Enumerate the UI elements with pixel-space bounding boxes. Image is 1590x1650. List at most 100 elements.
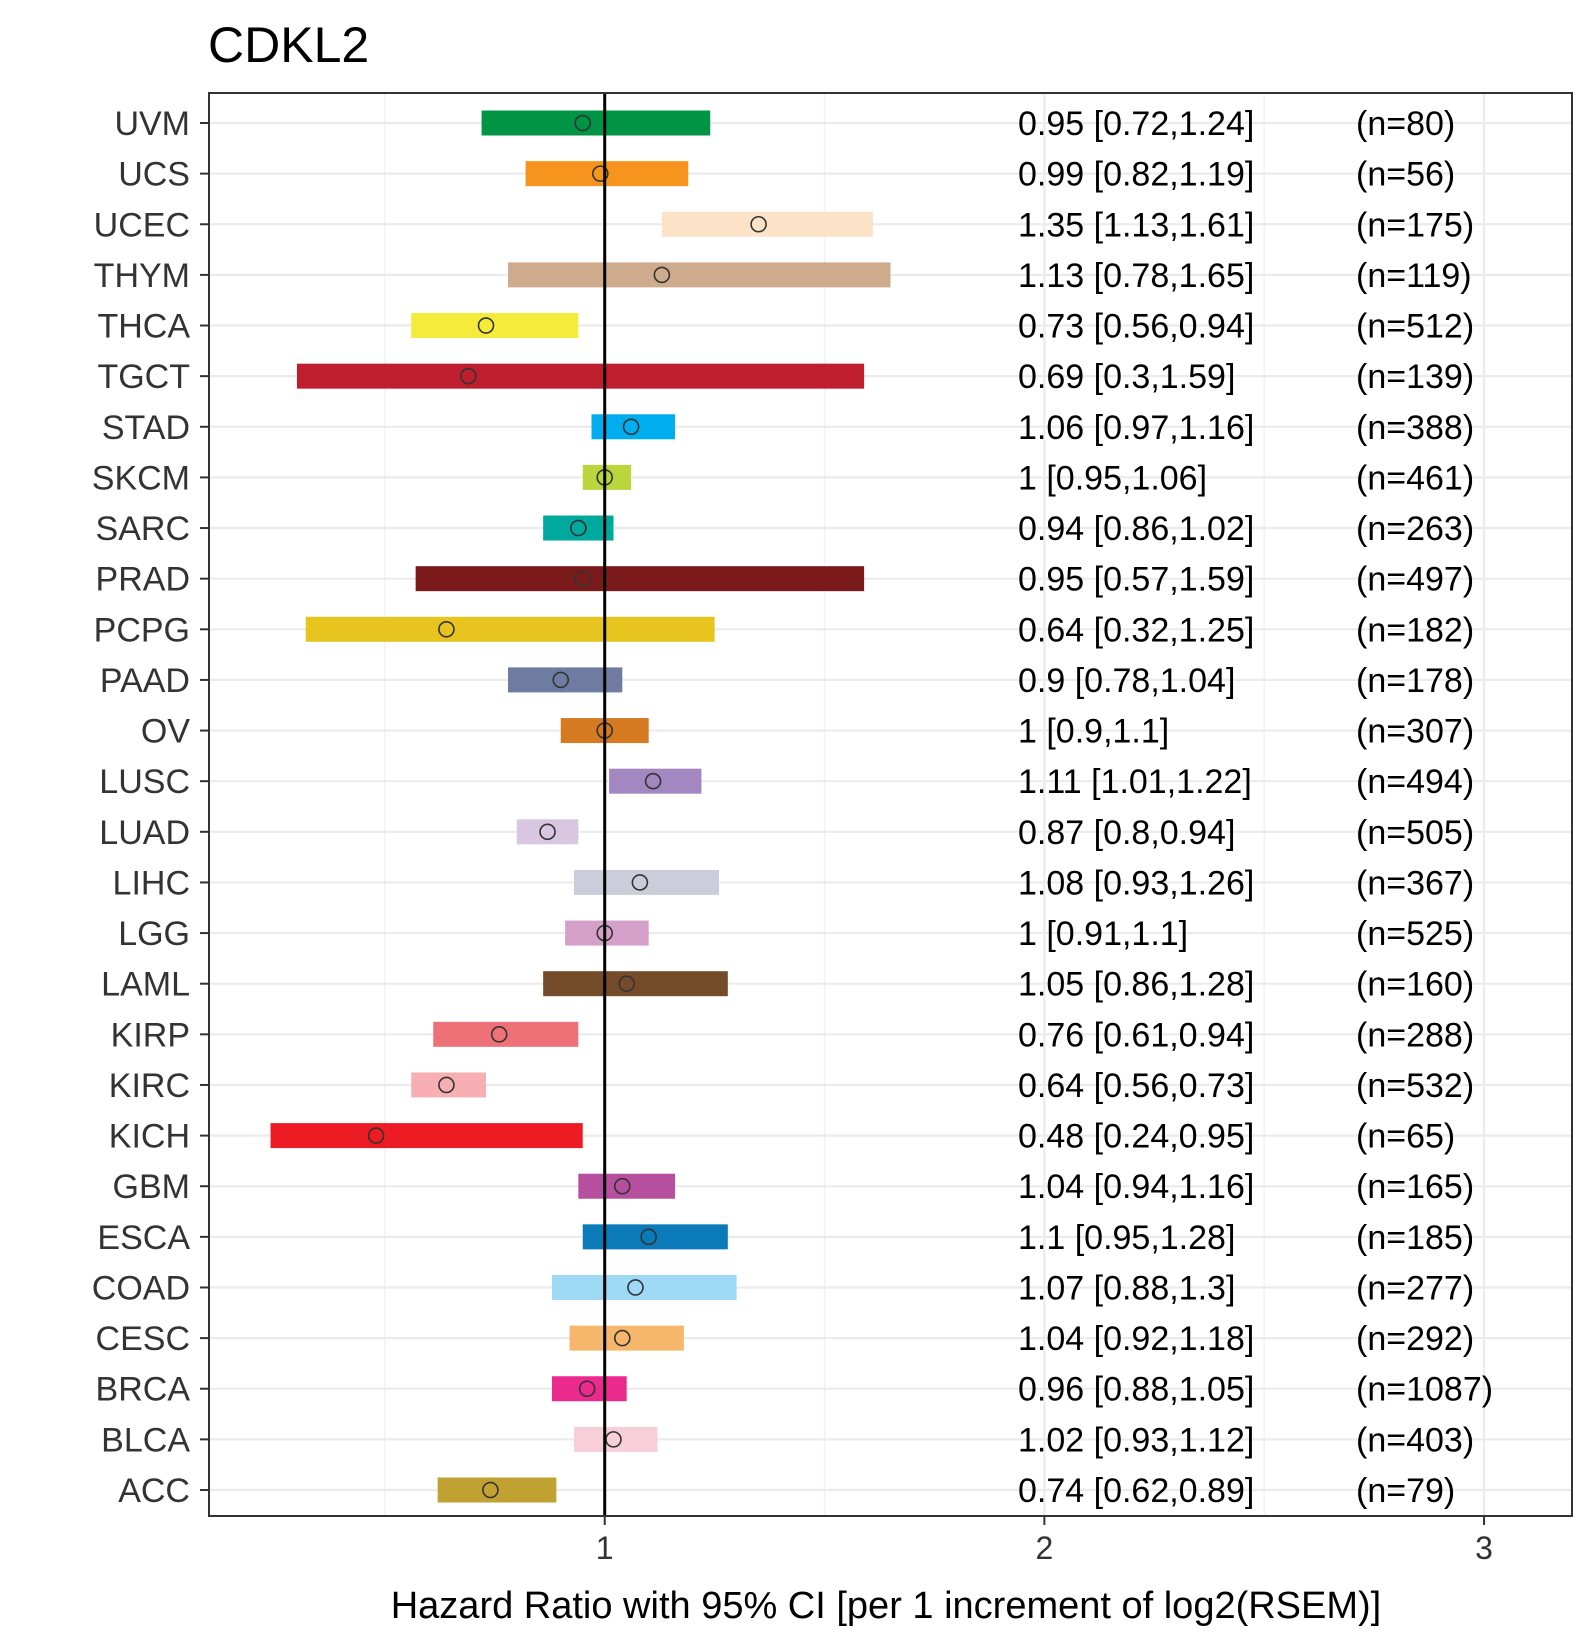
chart-title: CDKL2 xyxy=(208,17,369,73)
hr-point-acc xyxy=(482,1481,499,1499)
ci-bar-coad xyxy=(551,1274,737,1300)
x-tick-label: 3 xyxy=(1475,1530,1493,1566)
sample-size-label: (n=139) xyxy=(1356,358,1474,396)
hr-ci-label: 0.64 [0.32,1.25] xyxy=(1018,611,1254,649)
hr-ci-label: 0.99 [0.82,1.19] xyxy=(1018,156,1254,194)
hr-point-pcpg xyxy=(438,620,455,638)
hr-ci-label: 1.11 [1.01,1.22] xyxy=(1018,763,1252,801)
sample-size-label: (n=497) xyxy=(1356,561,1474,599)
y-tick-label: LUAD xyxy=(99,814,190,852)
bar-layer xyxy=(270,93,891,1516)
hr-ci-label: 0.9 [0.78,1.04] xyxy=(1018,662,1235,700)
y-tick-label: KIRC xyxy=(109,1067,190,1105)
y-tick-label: COAD xyxy=(92,1269,190,1307)
hr-point-laml xyxy=(618,975,635,993)
y-tick-label: ACC xyxy=(118,1472,190,1510)
y-tick-label: BLCA xyxy=(101,1421,190,1459)
hr-point-stad xyxy=(622,418,640,436)
y-tick-label: PCPG xyxy=(94,611,190,649)
hr-point-coad xyxy=(627,1279,644,1296)
y-tick-label: THYM xyxy=(94,257,190,295)
ci-bar-kirp xyxy=(433,1021,579,1047)
ci-bar-blca xyxy=(573,1426,658,1452)
sample-size-label: (n=1087) xyxy=(1356,1371,1493,1409)
hr-point-thca xyxy=(477,317,495,334)
x-tick-label: 2 xyxy=(1035,1530,1053,1566)
sample-size-label: (n=119) xyxy=(1356,257,1472,295)
hr-point-gbm xyxy=(613,1177,631,1195)
ci-bar-esca xyxy=(582,1224,728,1250)
ci-bar-acc xyxy=(437,1477,557,1503)
hr-ci-label: 1.13 [0.78,1.65] xyxy=(1018,257,1254,295)
y-tick-label: STAD xyxy=(102,409,190,447)
x-tick-label: 1 xyxy=(596,1530,614,1566)
sample-size-label: (n=403) xyxy=(1356,1421,1474,1459)
hr-ci-label: 1.05 [0.86,1.28] xyxy=(1018,966,1254,1004)
hr-ci-label: 1.08 [0.93,1.26] xyxy=(1018,864,1254,902)
ci-bar-prad xyxy=(415,566,865,592)
hr-ci-label: 1.1 [0.95,1.28] xyxy=(1018,1219,1235,1257)
hr-ci-label: 0.74 [0.62,0.89] xyxy=(1018,1472,1254,1510)
hr-ci-label: 0.73 [0.56,0.94] xyxy=(1018,308,1254,346)
y-tick-label: PAAD xyxy=(100,662,190,700)
y-tick-label: SKCM xyxy=(92,459,190,497)
hr-ci-label: 0.95 [0.57,1.59] xyxy=(1018,561,1254,599)
sample-size-label: (n=160) xyxy=(1356,966,1474,1004)
hr-point-kirc xyxy=(438,1076,455,1094)
ci-bar-lgg xyxy=(565,920,649,946)
ci-bar-thca xyxy=(411,313,579,339)
sample-size-label: (n=178) xyxy=(1356,662,1474,700)
hr-ci-label: 1.06 [0.97,1.16] xyxy=(1018,409,1254,447)
hr-ci-label: 1.35 [1.13,1.61] xyxy=(1018,206,1254,244)
y-tick-label: LAML xyxy=(101,966,190,1004)
y-tick-label: BRCA xyxy=(96,1371,191,1409)
sample-size-label: (n=56) xyxy=(1356,156,1455,194)
ci-bar-ucec xyxy=(661,211,873,237)
ci-bar-luad xyxy=(516,819,579,845)
hr-ci-label: 0.69 [0.3,1.59] xyxy=(1018,358,1235,396)
y-tick-label: UVM xyxy=(114,105,190,143)
sample-size-label: (n=263) xyxy=(1356,510,1474,548)
sample-size-label: (n=532) xyxy=(1356,1067,1474,1105)
ci-bar-ucs xyxy=(525,161,689,187)
ci-bar-kirc xyxy=(411,1072,486,1098)
sample-size-label: (n=307) xyxy=(1356,713,1474,751)
sample-size-label: (n=525) xyxy=(1356,915,1474,953)
hr-point-luad xyxy=(539,823,556,841)
panel-border xyxy=(208,92,1573,1517)
y-tick-label: CESC xyxy=(96,1320,190,1358)
sample-size-label: (n=388) xyxy=(1356,409,1474,447)
hr-point-cesc xyxy=(613,1329,631,1347)
hr-point-sarc xyxy=(570,519,587,537)
sample-size-label: (n=80) xyxy=(1356,105,1455,143)
ci-bar-cesc xyxy=(569,1325,684,1351)
sample-size-label: (n=292) xyxy=(1356,1320,1474,1358)
hr-point-esca xyxy=(640,1228,657,1246)
hr-ci-label: 0.95 [0.72,1.24] xyxy=(1018,105,1254,143)
axis-layer: 1 2 3 xyxy=(200,92,1573,1566)
sample-size-label: (n=461) xyxy=(1356,459,1474,497)
hr-point-lihc xyxy=(631,874,649,891)
ci-bar-sarc xyxy=(543,515,614,541)
sample-size-label: (n=367) xyxy=(1356,864,1474,902)
y-tick-label: ESCA xyxy=(97,1219,190,1257)
hr-point-kirp xyxy=(490,1026,508,1043)
y-tick-label: TGCT xyxy=(97,358,190,396)
hr-point-kich xyxy=(367,1127,385,1144)
hr-ci-label: 0.94 [0.86,1.02] xyxy=(1018,510,1254,548)
y-tick-label: KICH xyxy=(109,1118,190,1156)
ci-bar-lihc xyxy=(573,869,720,895)
y-tick-label: LUSC xyxy=(99,763,190,801)
hr-ci-label: 1.02 [0.93,1.12] xyxy=(1018,1421,1254,1459)
sample-size-label: (n=182) xyxy=(1356,611,1474,649)
sample-size-label: (n=175) xyxy=(1356,206,1474,244)
ci-bar-uvm xyxy=(481,110,711,136)
hr-ci-label: 0.64 [0.56,0.73] xyxy=(1018,1067,1254,1105)
hr-point-ucec xyxy=(750,215,767,233)
y-tick-label: LIHC xyxy=(113,864,190,902)
hr-ci-label: 1.04 [0.92,1.18] xyxy=(1018,1320,1254,1358)
sample-size-label: (n=494) xyxy=(1356,763,1474,801)
hr-point-prad xyxy=(574,570,592,587)
hr-ci-label: 1.04 [0.94,1.16] xyxy=(1018,1168,1254,1206)
hr-ci-label: 0.96 [0.88,1.05] xyxy=(1018,1371,1254,1409)
